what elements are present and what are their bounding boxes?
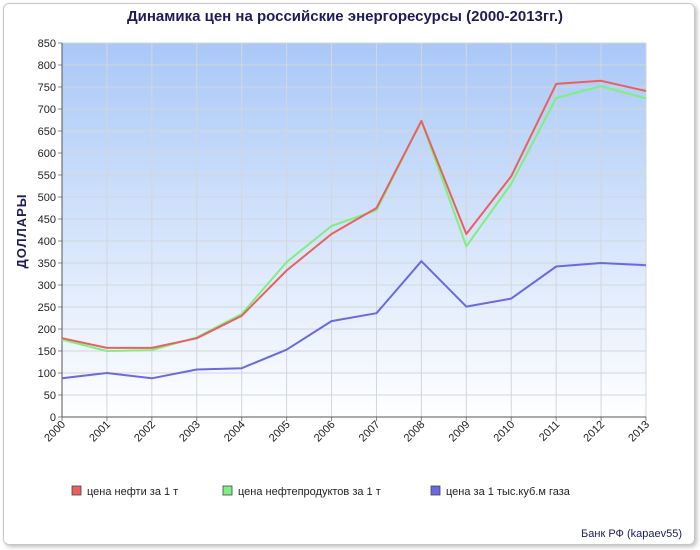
y-tick-label: 700 [38,104,56,116]
legend-swatch-0 [71,485,82,496]
series-lines [61,79,647,380]
plot-area [62,43,646,417]
x-tick-label: 2008 [402,419,428,445]
x-tick-label: 2010 [492,419,518,445]
y-tick-label: 300 [38,280,56,292]
y-tick-label: 650 [38,126,56,138]
y-tick-label: 350 [38,258,56,270]
y-tick-label: 150 [38,346,56,358]
legend-label-0: цена нефти за 1 т [87,486,178,498]
legend: цена нефти за 1 т цена нефтепродуктов за … [71,485,571,498]
x-tick-label: 2006 [312,419,338,445]
credit-text: Банк РФ (kapaev55) [581,528,682,540]
x-tick-label: 2002 [132,419,158,445]
x-tick-labels: 2000 2001 2002 2003 2004 2005 2006 2007 2008 2009… [42,419,652,445]
y-tick-label: 500 [38,192,56,204]
y-tick-label: 50 [44,390,56,402]
y-tick-label: 450 [38,214,56,226]
x-tick-label: 2005 [267,419,293,445]
legend-swatch-1 [222,485,233,496]
chart-title: Динамика цен на российские энергоресурсы… [127,8,563,25]
legend-swatch-2 [430,485,441,496]
y-tick-label: 0 [50,412,56,424]
series-line-1 [61,85,647,352]
legend-label-2: цена за 1 тыс.куб.м газа [446,486,571,498]
y-tick-label: 600 [38,148,56,160]
y-tick-label: 100 [38,368,56,380]
y-tick-label: 250 [38,302,56,314]
y-tick-label: 800 [38,60,56,72]
y-tick-label: 850 [38,38,56,50]
y-tick-label: 200 [38,324,56,336]
y-tick-labels: 0 50 100 150 200 250 300 350 400 450 500 550 600 650 7… [38,38,56,424]
y-tick-label: 400 [38,236,56,248]
x-tick-label: 2001 [87,419,113,445]
x-tick-label: 2003 [177,419,203,445]
x-tick-label: 2000 [42,419,68,445]
series-line-2 [61,260,647,380]
x-tick-label: 2013 [626,419,652,445]
x-tick-label: 2012 [581,419,607,445]
series-line-0 [61,79,647,349]
y-tick-label: 550 [38,170,56,182]
y-tick-label: 750 [38,82,56,94]
x-tick-label: 2011 [537,419,562,444]
x-tick-label: 2009 [447,419,473,445]
y-axis-label: ДОЛЛАРЫ [14,193,29,268]
x-tick-label: 2004 [222,419,248,445]
x-tick-label: 2007 [357,419,383,445]
legend-label-1: цена нефтепродуктов за 1 т [238,486,381,498]
